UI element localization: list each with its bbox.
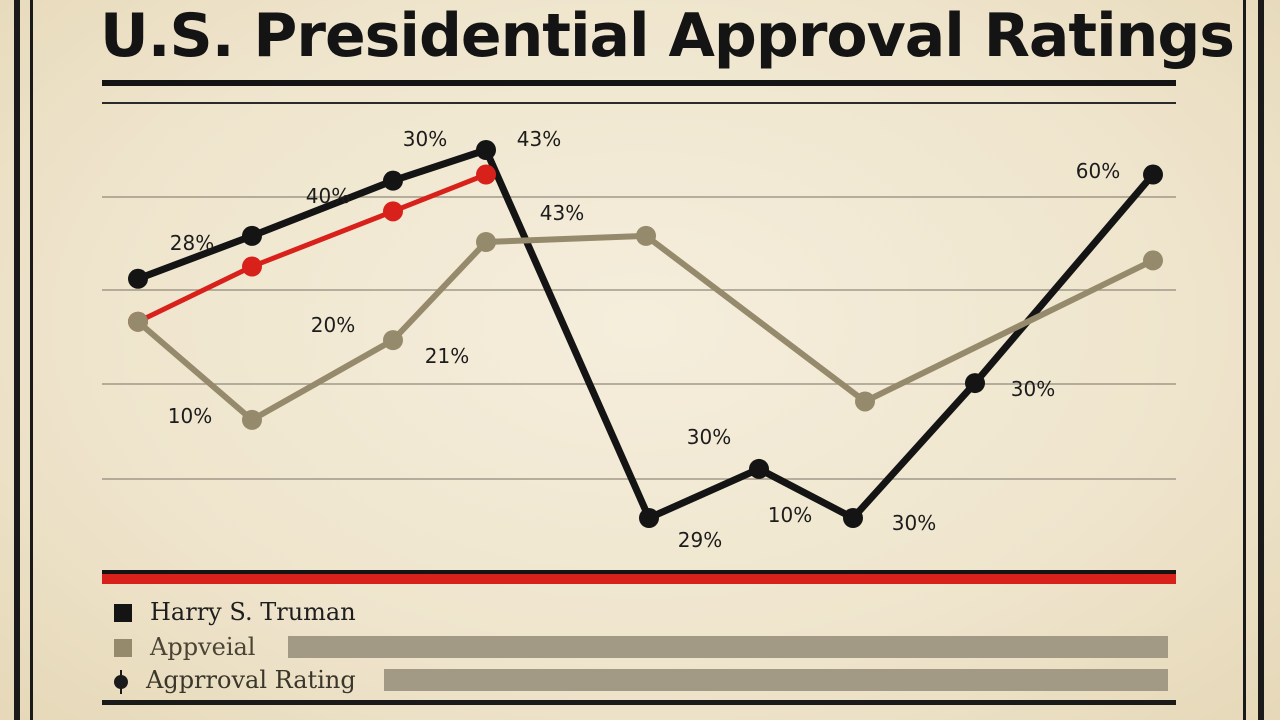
data-point [476,140,496,160]
data-point [843,508,863,528]
data-point [476,164,496,185]
legend-label: Appveial [150,633,256,661]
chart-title: U.S. Presidential Approval Ratings [100,1,1235,71]
legend-item-approval: Appveial [114,633,255,661]
series-line [135,232,1156,424]
data-label: 28% [170,231,214,255]
data-label: 30% [892,511,936,535]
data-point [476,232,496,252]
legend-label: Harry S. Truman [150,598,356,626]
data-point [128,268,148,289]
legend-item-truman: Harry S. Truman [114,598,356,626]
data-label: 43% [540,201,584,225]
red-rule-dark-edge [102,570,1176,574]
data-point [639,508,659,528]
data-point [128,311,148,332]
frame-border-right-inner [1243,0,1246,720]
legend-item-approval-rating: Agprroval Rating [114,666,356,694]
data-point [383,330,403,351]
data-point [242,225,262,246]
legend-square-tan-icon [114,639,132,657]
data-point [383,201,403,222]
legend-circle-marker-icon [114,670,128,694]
data-label: 60% [1076,159,1120,183]
data-point [855,391,875,412]
data-point [242,256,262,277]
data-point [636,225,656,246]
data-label: 29% [678,528,722,552]
data-point [1143,164,1163,185]
data-point [1143,250,1163,271]
data-point [965,373,985,394]
bottom-rule [102,700,1176,705]
red-rule [102,574,1176,584]
data-point [749,458,769,479]
data-label: 21% [425,344,469,368]
data-label: 20% [311,313,355,337]
top-rule-thick [102,80,1176,86]
data-label: 30% [687,425,731,449]
data-label: 30% [403,127,447,151]
legend-bar-approval [288,636,1168,658]
legend-label: Agprroval Rating [146,666,356,694]
data-label: 10% [168,404,212,428]
data-label: 30% [1011,377,1055,401]
series-line [135,172,489,325]
legend-bar-approval-rating [384,669,1168,691]
frame-border-right-outer [1258,0,1264,720]
frame-border-left-inner [30,0,33,720]
data-label: 43% [517,127,561,151]
data-label: 10% [768,503,812,527]
legend-square-black-icon [114,604,132,622]
frame-border-left-outer [14,0,20,720]
data-point [383,170,403,191]
data-point [242,409,262,430]
data-label: 40% [306,184,350,208]
